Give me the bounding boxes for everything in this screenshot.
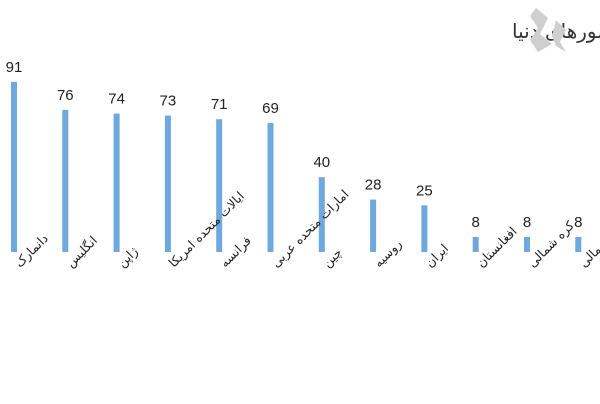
value-label-2: 74 — [108, 91, 125, 108]
bar-5 — [267, 123, 274, 252]
value-label-4: 71 — [211, 96, 228, 113]
category-label-9: افغانستان — [473, 224, 519, 270]
bar-4 — [216, 119, 223, 252]
value-label-5: 69 — [262, 100, 279, 117]
logo-mark-icon — [530, 8, 566, 52]
bar-0 — [11, 81, 17, 252]
category-label-1: انگلیس — [63, 233, 101, 271]
value-label-10: 8 — [523, 214, 531, 231]
category-label-4: فرانسه — [217, 233, 255, 271]
bars-layer — [11, 81, 582, 253]
value-label-3: 73 — [160, 93, 177, 110]
value-label-9: 8 — [472, 214, 480, 231]
value-label-1: 76 — [57, 87, 74, 104]
value-labels-layer: 91 76 74 73 71 69 40 28 25 8 8 8 — [6, 59, 583, 231]
bar-6 — [318, 177, 325, 252]
bar-7 — [370, 199, 377, 252]
value-label-0: 91 — [6, 59, 23, 76]
bar-2 — [113, 113, 120, 252]
bar-9 — [472, 237, 479, 252]
value-label-8: 25 — [416, 182, 433, 199]
value-label-6: 40 — [313, 154, 330, 171]
value-label-11: 8 — [574, 214, 582, 231]
bar-10 — [524, 237, 530, 252]
bar-11 — [575, 237, 582, 252]
category-label-0: دانمارک — [12, 231, 52, 271]
bar-8 — [421, 205, 428, 253]
bar-1 — [62, 109, 69, 253]
bar-3 — [164, 115, 171, 252]
category-label-10: کره شمالی — [525, 218, 578, 271]
category-labels-layer: دانمارک انگلیس ژاپن ایالات متحده امریکافران… — [12, 187, 600, 271]
value-label-7: 28 — [365, 177, 382, 194]
